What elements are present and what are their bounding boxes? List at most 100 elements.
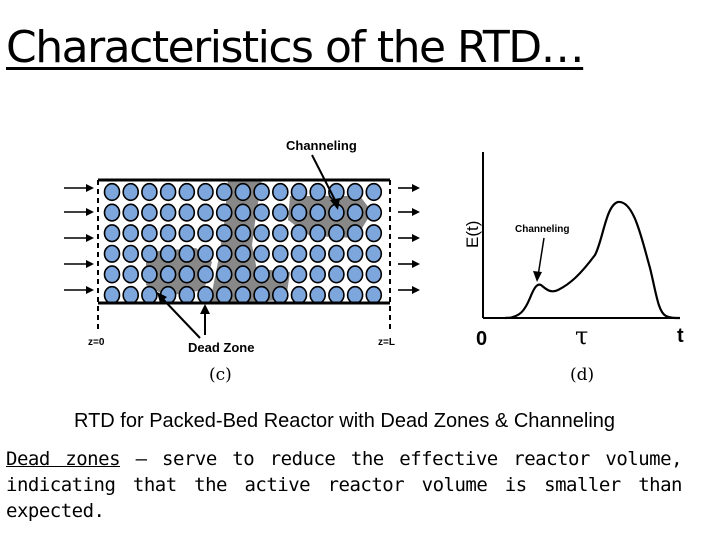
packing-particle — [122, 203, 139, 222]
packing-particle — [159, 244, 177, 263]
packing-particle — [141, 244, 158, 263]
packing-particle — [197, 224, 214, 243]
label-channeling: Channeling — [286, 138, 357, 153]
packing-particle — [328, 285, 345, 305]
packing-particle — [309, 265, 327, 284]
packing-particle — [234, 203, 252, 222]
packing-particle — [103, 182, 121, 202]
packing-particle — [253, 224, 270, 243]
packing-particle — [234, 244, 252, 263]
tau-label: τ — [575, 322, 588, 350]
packing-particle — [178, 182, 196, 202]
outlet-arrow-head — [412, 286, 420, 294]
packing-particle — [215, 244, 233, 263]
packing-particle — [328, 244, 345, 263]
packed-bed-diagram: Channeling Dead Zone z=0 z=L (c) — [64, 138, 420, 385]
packing-particle — [178, 285, 196, 305]
packing-particle — [159, 203, 177, 222]
outlet-arrow-head — [412, 234, 420, 242]
packing-particle — [365, 265, 383, 284]
packing-particle — [197, 265, 214, 284]
packing-particle — [253, 285, 270, 305]
packing-particle — [178, 224, 196, 243]
dead-zone-pointer-1-head — [200, 304, 210, 314]
packing-particle — [122, 265, 139, 284]
packing-particle — [234, 285, 252, 305]
flow-arrows — [64, 184, 420, 294]
packing-particle — [290, 203, 308, 222]
packing-particle — [159, 265, 177, 284]
packing-particle — [178, 265, 196, 284]
channeling-annotation-pointer — [537, 237, 545, 277]
label-zL: z=L — [378, 337, 395, 348]
channeling-annotation-pointer-head — [533, 271, 542, 282]
packing-particles — [103, 182, 383, 305]
dead-zone-pointer-2-head — [157, 292, 167, 303]
packing-particle — [271, 203, 289, 222]
packing-particle — [365, 224, 383, 243]
packing-particle — [197, 203, 214, 222]
inlet-arrow-head — [86, 260, 94, 268]
packing-particle — [365, 285, 383, 305]
packing-particle — [234, 224, 252, 243]
label-dead-zone: Dead Zone — [188, 340, 254, 355]
packing-particle — [141, 203, 158, 222]
packing-particle — [122, 285, 139, 305]
packing-particle — [215, 203, 233, 222]
inlet-arrow-head — [86, 184, 94, 192]
packing-particle — [253, 244, 270, 263]
packing-particle — [103, 224, 121, 243]
packing-particle — [253, 182, 270, 202]
packing-particle — [271, 265, 289, 284]
panel-label-d: (d) — [570, 365, 594, 385]
packing-particle — [328, 265, 345, 284]
packing-particle — [253, 203, 270, 222]
packing-particle — [346, 244, 364, 263]
packing-particle — [309, 285, 327, 305]
packing-particle — [197, 182, 214, 202]
packing-particle — [328, 224, 345, 243]
packing-particle — [346, 265, 364, 284]
packing-particle — [365, 182, 383, 202]
dead-zone-pointer-2 — [159, 295, 201, 339]
slide-title: Characteristics of the RTD… — [6, 22, 585, 73]
packing-particle — [122, 182, 139, 202]
packing-particle — [178, 203, 196, 222]
packing-particle — [141, 285, 158, 305]
x-axis-label: t — [677, 325, 684, 347]
packing-particle — [122, 224, 139, 243]
paragraph-text: – serve to reduce the effective reactor … — [6, 448, 683, 522]
inlet-arrow-head — [86, 234, 94, 242]
packing-particle — [122, 244, 139, 263]
packing-particle — [253, 265, 270, 284]
outlet-arrow-head — [412, 260, 420, 268]
packing-particle — [290, 285, 308, 305]
packing-particle — [178, 244, 196, 263]
packing-particle — [271, 224, 289, 243]
packing-particle — [103, 203, 121, 222]
packing-particle — [346, 224, 364, 243]
packing-particle — [103, 244, 121, 263]
packing-particle — [290, 224, 308, 243]
annotation-channeling: Channeling — [515, 224, 569, 235]
rtd-curve-diagram: Channeling E(t) 0 τ t (d) — [463, 152, 684, 385]
packing-particle — [159, 224, 177, 243]
packing-particle — [271, 244, 289, 263]
packing-particle — [197, 244, 214, 263]
packing-particle — [215, 265, 233, 284]
channeling-pointer-head — [330, 198, 340, 210]
packing-particle — [290, 265, 308, 284]
packing-particle — [234, 182, 252, 202]
dead-zones-term: Dead zones — [6, 448, 121, 470]
packing-particle — [141, 265, 158, 284]
packing-particle — [215, 182, 233, 202]
packing-particle — [103, 285, 121, 305]
packing-particle — [141, 224, 158, 243]
packing-particle — [309, 182, 327, 202]
packing-particle — [290, 244, 308, 263]
outlet-arrow-head — [412, 208, 420, 216]
packing-particle — [290, 182, 308, 202]
packing-particle — [103, 265, 121, 284]
packing-particle — [346, 203, 364, 222]
